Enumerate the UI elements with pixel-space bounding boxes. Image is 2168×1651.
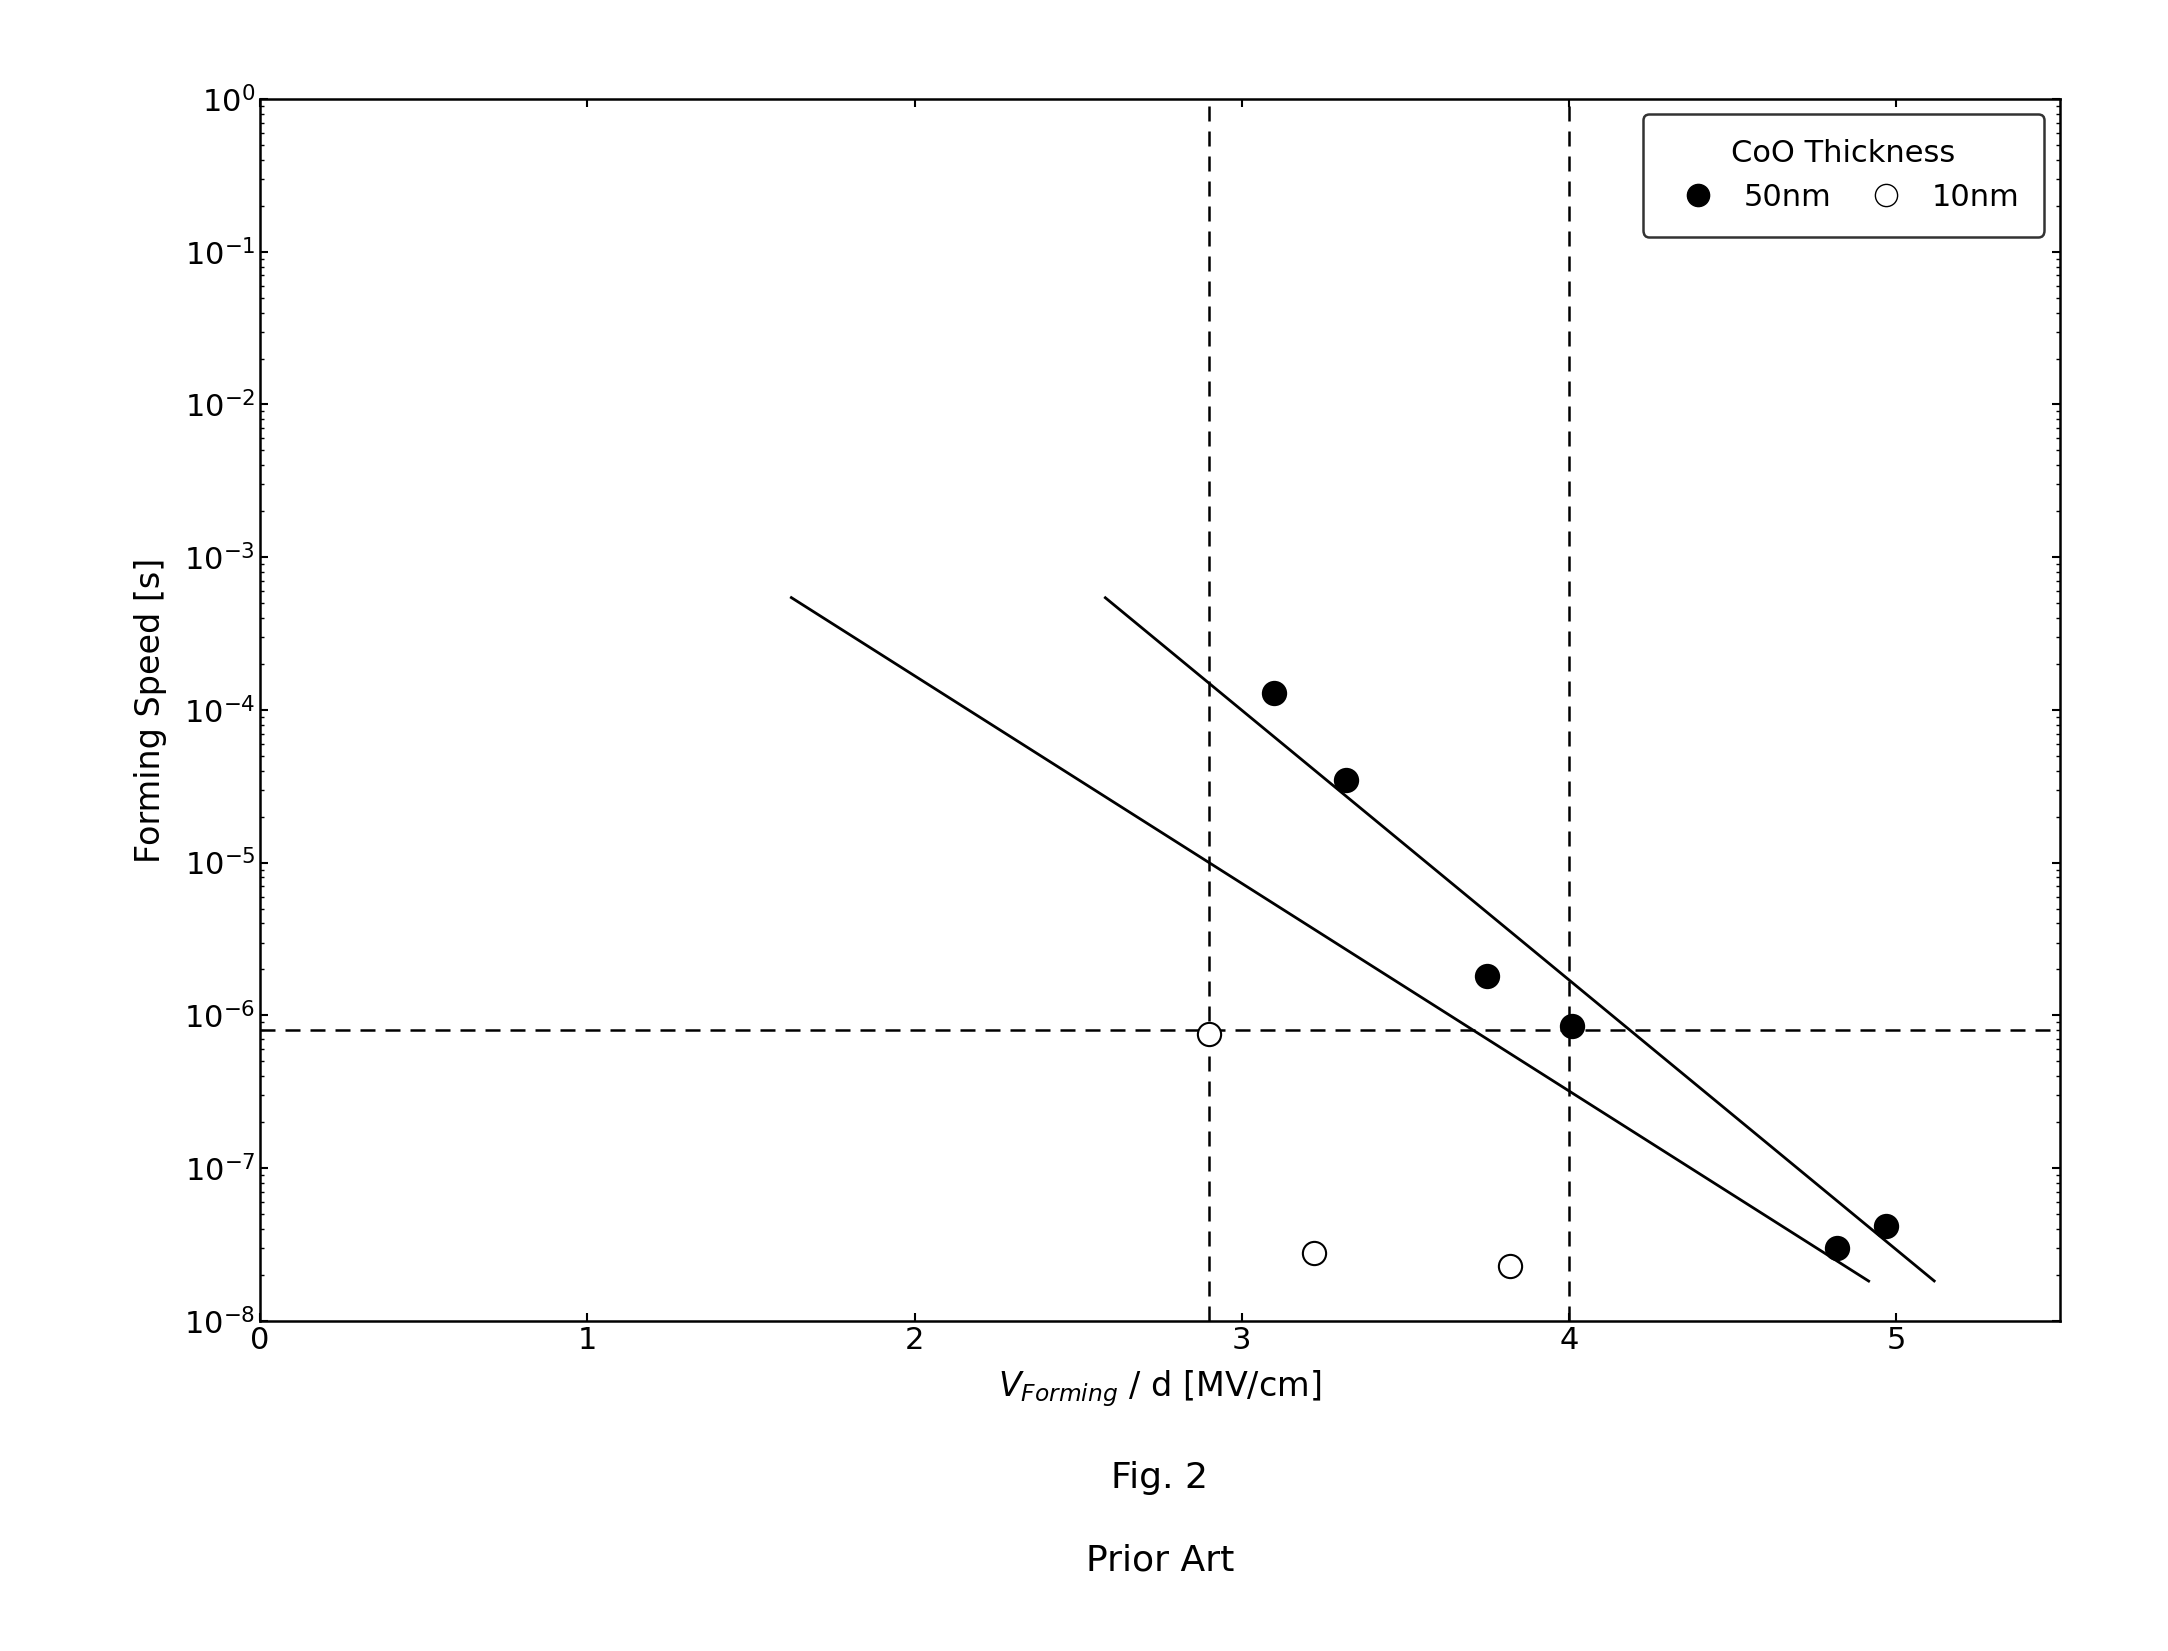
Text: Prior Art: Prior Art <box>1086 1544 1234 1577</box>
Point <box>1554 1014 1589 1040</box>
Point <box>1869 1212 1904 1238</box>
Point <box>1257 679 1292 705</box>
Text: Fig. 2: Fig. 2 <box>1112 1461 1208 1494</box>
Point <box>1329 766 1364 792</box>
Point <box>1296 1240 1331 1266</box>
X-axis label: $V_{Forming}$ / d [MV/cm]: $V_{Forming}$ / d [MV/cm] <box>997 1369 1322 1410</box>
Point <box>1492 1253 1526 1280</box>
Point <box>1819 1235 1854 1261</box>
Point <box>1192 1022 1227 1048</box>
Legend: 50nm, 10nm: 50nm, 10nm <box>1643 114 2044 236</box>
Y-axis label: Forming Speed [s]: Forming Speed [s] <box>134 558 167 862</box>
Point <box>1470 963 1505 989</box>
